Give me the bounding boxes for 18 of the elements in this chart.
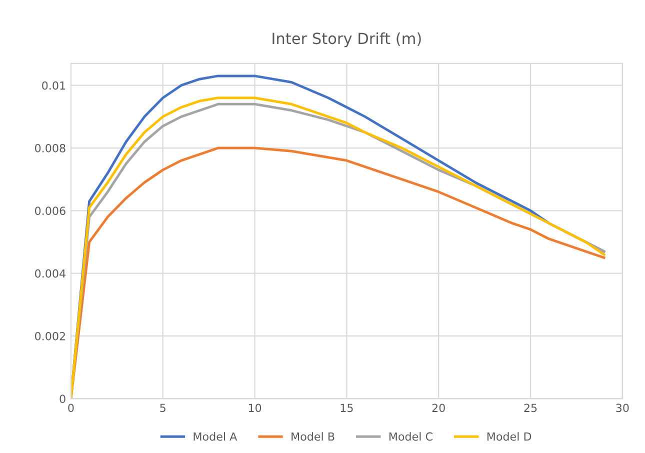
legend-label: Model A <box>194 432 238 441</box>
chart-title: Inter Story Drift (m) <box>272 32 421 48</box>
x-tick-label: 20 <box>432 404 445 412</box>
x-tick-label: 10 <box>248 404 262 412</box>
x-tick-label: 5 <box>160 404 166 412</box>
x-tick-label: 30 <box>616 404 629 412</box>
y-tick-label: 0.002 <box>35 332 65 340</box>
legend-label: Model B <box>292 432 334 441</box>
y-tick-label: 0.006 <box>35 206 66 216</box>
y-tick-label: 0.004 <box>35 269 66 278</box>
y-tick-label: 0.008 <box>35 144 66 152</box>
y-tick-label: 0.01 <box>42 81 66 90</box>
y-tick-label: 0 <box>60 394 66 404</box>
x-tick-label: 25 <box>524 404 537 412</box>
legend-label: Model D <box>487 432 532 441</box>
legend-label: Model C <box>389 432 432 441</box>
x-tick-label: 15 <box>340 404 353 412</box>
x-tick-label: 0 <box>68 404 74 412</box>
